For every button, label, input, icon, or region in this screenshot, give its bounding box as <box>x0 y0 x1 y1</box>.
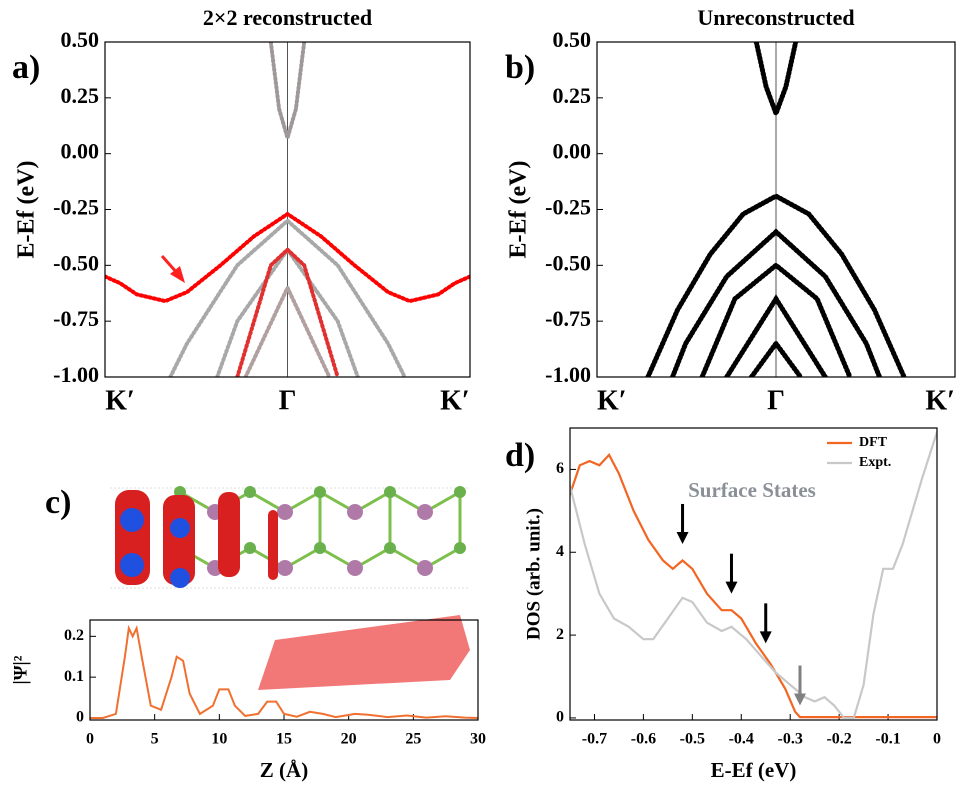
y-tick-label: 0.50 <box>61 27 100 52</box>
y-tick-label: 0.1 <box>64 668 84 685</box>
x-tick-label: -0.3 <box>778 731 803 748</box>
y-tick-label: -0.25 <box>53 195 99 220</box>
y-tick-label: -0.75 <box>53 306 99 331</box>
series-line <box>268 42 307 146</box>
x-tick-label: 15 <box>276 731 292 748</box>
panel-label: d) <box>505 437 535 474</box>
y-tick-label: 0.25 <box>553 83 592 108</box>
x-tick-label: K′ <box>440 385 470 416</box>
x-tick-label: -0.5 <box>680 731 705 748</box>
y-tick-label: 0.00 <box>61 139 100 164</box>
x-tick-label: 5 <box>151 731 159 748</box>
y-tick-label: -1.00 <box>53 362 99 387</box>
x-axis-label: Z (Å) <box>260 758 308 782</box>
x-tick-label: 0 <box>933 731 941 748</box>
y-axis-label: DOS (arb. unit.) <box>523 508 544 640</box>
y-axis-label: |Ψ|² <box>10 655 31 684</box>
y-axis-label: E-Ef (eV) <box>14 161 40 259</box>
panel-label: a) <box>12 49 40 86</box>
series-line <box>753 42 799 121</box>
series-line <box>243 282 332 377</box>
y-tick-label: 0 <box>556 709 564 726</box>
series-line <box>645 193 907 377</box>
series-line <box>724 294 828 377</box>
structure-illustration <box>110 486 470 690</box>
y-tick-label: 4 <box>556 543 564 560</box>
plot-frame <box>569 427 938 721</box>
y-axis-label: E-Ef (eV) <box>506 161 532 259</box>
marker-arrow <box>759 603 772 644</box>
x-tick-label: K′ <box>925 385 955 416</box>
series-line <box>699 262 853 377</box>
panel-title: 2×2 reconstructed <box>203 5 372 30</box>
plot-frame <box>89 619 479 721</box>
legend-label: Expt. <box>859 455 891 470</box>
y-tick-label: 0.50 <box>553 27 592 52</box>
y-tick-label: -0.50 <box>53 250 99 275</box>
y-tick-label: -1.00 <box>545 362 591 387</box>
x-tick-label: Γ <box>767 385 785 416</box>
x-tick-label: 0 <box>86 731 94 748</box>
x-tick-label: 20 <box>341 731 357 748</box>
panel-label: b) <box>505 49 535 86</box>
x-tick-label: -0.1 <box>875 731 900 748</box>
x-tick-label: -0.4 <box>729 731 754 748</box>
x-axis-label: E-Ef (eV) <box>711 758 797 782</box>
x-tick-label: -0.6 <box>631 731 656 748</box>
series-line <box>570 453 937 719</box>
arrow-head <box>725 581 738 594</box>
x-tick-label: K′ <box>105 385 135 416</box>
panel-title: Unreconstructed <box>697 5 854 30</box>
series-line <box>90 624 478 719</box>
arrow-head <box>676 531 689 544</box>
y-tick-label: -0.75 <box>545 306 591 331</box>
y-tick-label: 2 <box>556 626 564 643</box>
panel-label: c) <box>45 484 71 521</box>
x-tick-label: 25 <box>405 731 421 748</box>
y-tick-label: 0.25 <box>61 83 100 108</box>
x-tick-label: K′ <box>597 385 627 416</box>
series-line <box>235 246 340 377</box>
series-line <box>748 339 804 377</box>
series-line <box>105 211 470 304</box>
x-tick-label: 10 <box>211 731 227 748</box>
series-line <box>570 431 937 720</box>
x-tick-label: 30 <box>470 731 486 748</box>
plot-frame <box>104 41 471 378</box>
series-line <box>670 228 882 377</box>
x-tick-label: -0.7 <box>582 731 607 748</box>
marker-arrow <box>676 503 689 544</box>
legend-label: DFT <box>859 435 888 450</box>
series-line <box>168 218 407 377</box>
y-tick-label: 6 <box>556 460 564 477</box>
y-tick-label: -0.50 <box>545 250 591 275</box>
y-tick-label: 0.00 <box>553 139 592 164</box>
plot-frame <box>596 41 956 378</box>
arrow-head <box>793 693 806 706</box>
y-tick-label: -0.25 <box>545 195 591 220</box>
y-tick-label: 0 <box>76 709 84 726</box>
y-tick-label: 0.2 <box>64 627 84 644</box>
marker-arrow <box>725 553 738 594</box>
marker-arrow <box>793 665 806 706</box>
arrow-head <box>759 631 772 644</box>
annotation-arrow <box>160 255 185 283</box>
x-tick-label: -0.2 <box>826 731 851 748</box>
x-tick-label: Γ <box>279 385 297 416</box>
annotation: Surface States <box>688 478 816 502</box>
